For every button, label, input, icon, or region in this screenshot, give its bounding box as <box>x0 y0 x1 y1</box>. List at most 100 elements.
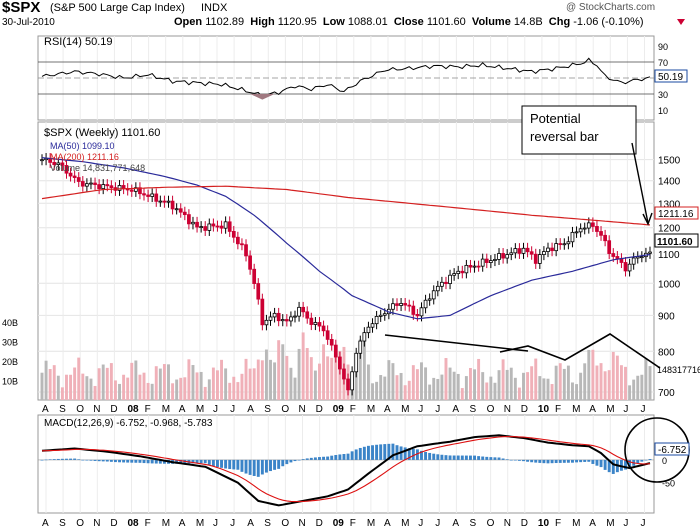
x-tick-label: M <box>162 404 170 415</box>
candle-body <box>203 226 208 231</box>
macd-histogram-bar <box>330 455 334 460</box>
volume-bar <box>530 366 534 400</box>
macd-panel <box>37 414 655 514</box>
price-tick-label: 1500 <box>658 156 681 167</box>
macd-histogram-bar <box>448 455 452 460</box>
ma200-value-tag <box>654 206 699 220</box>
ma200-line <box>41 185 651 226</box>
candle-body <box>178 208 183 213</box>
macd-histogram-bar <box>126 459 130 463</box>
macd-histogram-bar <box>240 459 244 472</box>
macd-histogram-bar <box>566 459 570 463</box>
macd-histogram-bar <box>69 458 73 460</box>
volume-bar <box>395 375 399 400</box>
x-tick-label: O <box>487 404 495 415</box>
x-tick-label-bottom: O <box>281 518 289 529</box>
volume-bar <box>211 367 215 400</box>
volume-bar <box>69 374 73 400</box>
volume-label: Volume <box>471 16 511 28</box>
volume-bar <box>199 371 203 400</box>
x-tick-label: O <box>76 404 84 415</box>
volume-bar <box>522 372 525 400</box>
macd-histogram-bar <box>358 447 362 460</box>
macd-histogram-bar <box>101 459 105 462</box>
macd-histogram-bar <box>485 456 489 460</box>
candle-body <box>284 319 289 322</box>
volume-bar <box>509 367 513 400</box>
x-tick-label-bottom: N <box>299 518 306 529</box>
volume-bar <box>366 364 370 400</box>
macd-histogram-bar <box>158 459 162 464</box>
candle-body <box>403 303 408 306</box>
volume-trendline-down <box>384 334 529 352</box>
x-tick-label: F <box>555 404 561 415</box>
x-tick-label-bottom: O <box>76 518 84 529</box>
candle-body <box>550 247 554 252</box>
close-value: 1101.60 <box>657 237 693 248</box>
x-tick-label: S <box>264 404 271 415</box>
x-tick-label: F <box>145 404 151 415</box>
volume-bar <box>428 384 432 400</box>
candle-body <box>264 319 269 326</box>
volume-bar <box>554 365 558 400</box>
rsi-oversold-fill <box>250 94 275 100</box>
x-tick-label-bottom: S <box>264 518 271 529</box>
rsi-legend: RSI(14) 50.19 <box>44 36 112 48</box>
candle-body <box>460 270 465 274</box>
candle-body <box>382 313 387 316</box>
macd-histogram-bar <box>179 459 183 464</box>
macd-histogram-bar <box>428 452 432 460</box>
volume-bar <box>240 373 244 400</box>
candle-body <box>56 162 61 165</box>
candle-body <box>223 221 228 229</box>
candle-body <box>411 305 416 315</box>
candle-body <box>272 312 277 318</box>
macd-histogram-bar <box>338 454 342 460</box>
macd-histogram-bar <box>48 459 52 460</box>
macd-histogram-bar <box>313 457 317 460</box>
macd-histogram-bar <box>130 459 134 463</box>
volume-bar <box>615 355 619 400</box>
volume-bar <box>391 363 395 400</box>
high-value: 1120.95 <box>277 16 317 28</box>
macd-histogram-bar <box>456 455 460 460</box>
macd-histogram-bar <box>517 459 521 461</box>
macd-histogram-bar <box>550 459 554 464</box>
macd-histogram-bar <box>297 459 301 461</box>
open-value: 1102.89 <box>205 16 245 28</box>
volume-bar <box>424 367 428 400</box>
candle-body <box>350 371 354 391</box>
macd-histogram-bar <box>138 459 142 463</box>
candle-body <box>207 223 212 231</box>
candle-body <box>129 189 134 192</box>
macd-histogram-bar <box>542 459 546 464</box>
volume-bar <box>358 339 362 400</box>
volume-bar <box>334 348 338 400</box>
candle-body <box>142 193 146 196</box>
volume-bar <box>109 363 113 400</box>
x-tick-label: N <box>93 404 100 415</box>
macd-histogram-bar <box>387 443 391 460</box>
macd-histogram-bar <box>134 459 138 463</box>
x-tick-label-bottom: M <box>572 518 580 529</box>
candle-body <box>191 221 195 225</box>
macd-histogram-bar <box>558 459 562 463</box>
volume-bar <box>477 358 481 400</box>
candle-body <box>529 251 534 255</box>
candle-body <box>158 200 163 203</box>
volume-bar <box>436 378 440 400</box>
volume-bar <box>150 383 154 400</box>
macd-lines <box>38 434 654 507</box>
volume-bar <box>244 358 248 400</box>
macd-histogram-bar <box>248 459 252 475</box>
macd-histogram-bar <box>73 458 77 460</box>
candle-body <box>72 175 77 178</box>
macd-histogram-bar <box>220 459 224 468</box>
candle-body <box>521 247 526 254</box>
volume-bar <box>387 360 391 400</box>
candle-body <box>513 248 518 254</box>
volume-bar <box>485 382 489 400</box>
volume-bar <box>432 377 436 400</box>
candle-body <box>435 285 440 292</box>
